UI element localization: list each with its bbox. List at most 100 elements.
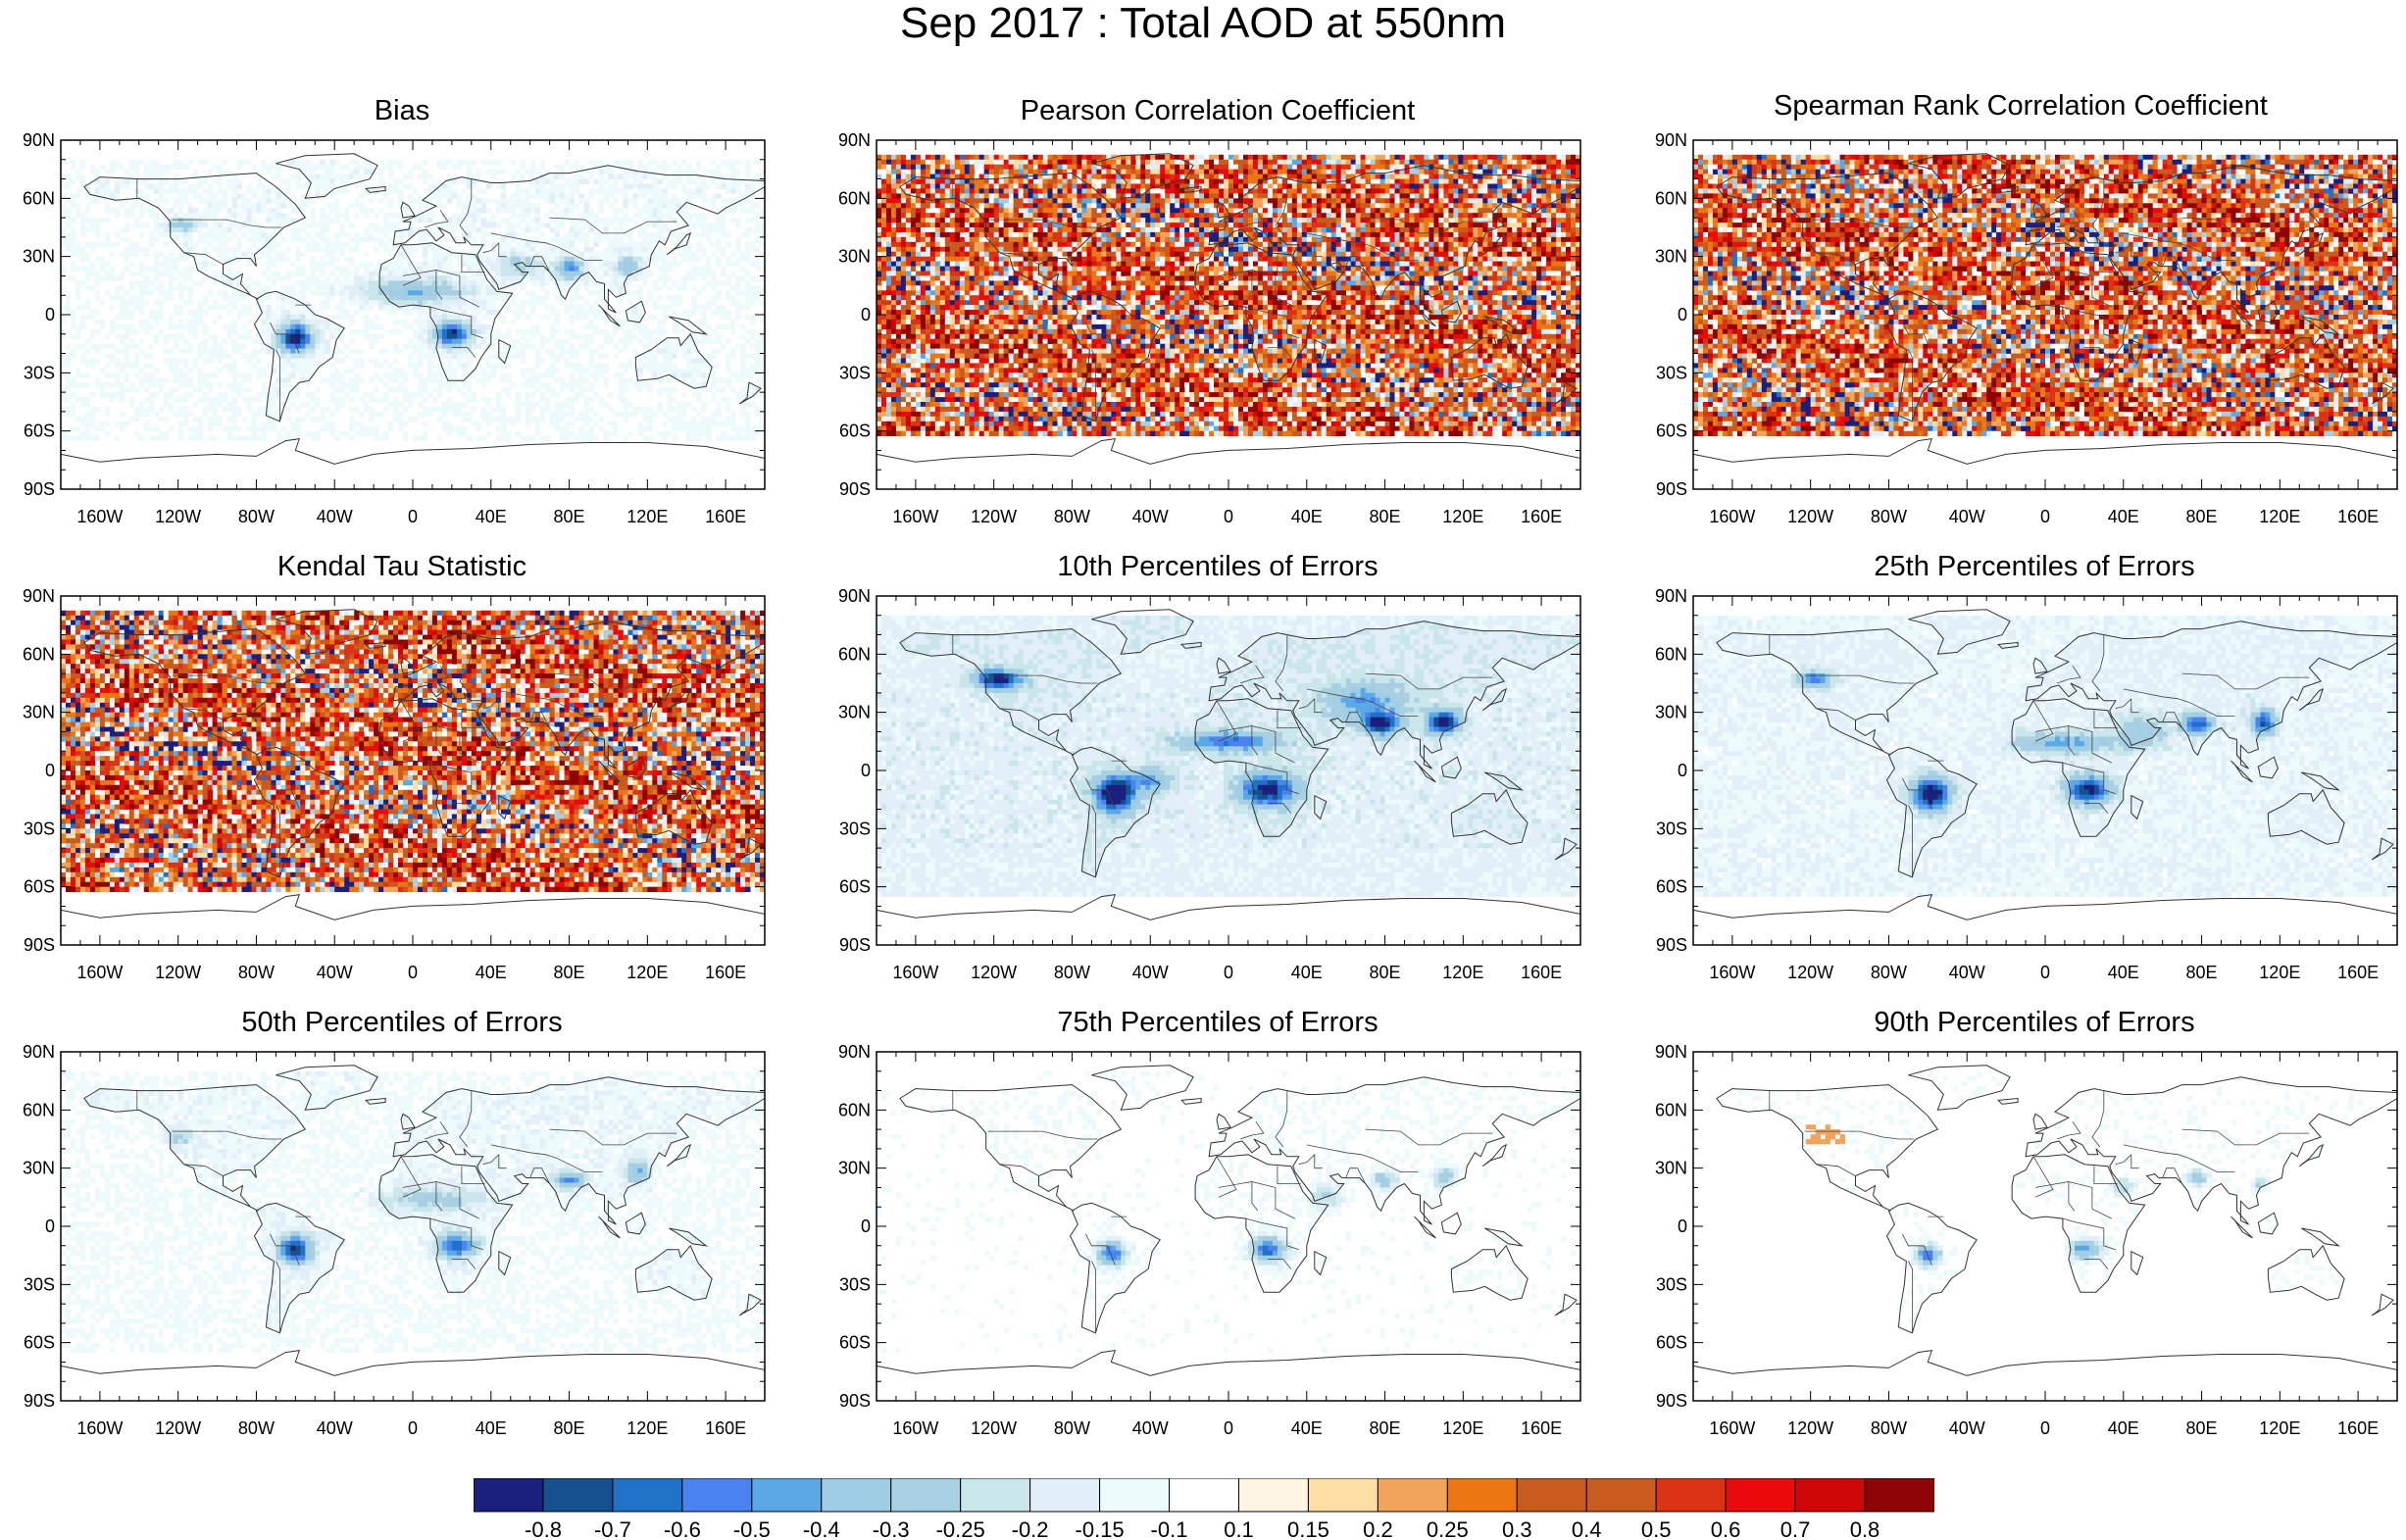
coastline-africa — [2011, 1154, 2146, 1293]
country-border — [2062, 306, 2116, 339]
country-border — [435, 1181, 479, 1219]
lat-tick-label: 90S — [839, 1391, 871, 1411]
colorbar-swatch — [1516, 1478, 1587, 1513]
lon-tick-label: 40W — [1949, 963, 1985, 982]
country-border — [2034, 270, 2076, 300]
country-border — [2130, 242, 2139, 258]
coastline-eurasia — [1208, 165, 1581, 314]
lon-tick-label: 80W — [1054, 507, 1090, 526]
map-plot: 90N 60N 30N 0 30S 60S 90S 160W 120W 80W 40W 0 40E 80E… — [838, 1042, 1581, 1438]
country-border — [1267, 347, 1292, 358]
country-border — [482, 1154, 500, 1166]
coastline-iceland — [364, 641, 386, 649]
lon-tick-label: 40W — [1132, 507, 1169, 526]
lat-tick-label: 30N — [1655, 1159, 1687, 1178]
country-border — [402, 1181, 443, 1212]
country-border — [451, 347, 476, 358]
lon-tick-label: 0 — [2040, 963, 2050, 982]
lon-tick-label: 160E — [1521, 1418, 1562, 1438]
lat-tick-label: 60S — [839, 1333, 871, 1353]
coastline-uk — [400, 1113, 416, 1130]
country-border — [1239, 209, 1265, 228]
coastline-greenland — [1908, 609, 2011, 655]
lon-tick-label: 40W — [1949, 507, 1985, 526]
coastline-greenland — [1908, 1065, 2011, 1111]
lat-tick-label: 90S — [839, 935, 871, 955]
coastline-iceland — [1996, 641, 2019, 649]
lon-tick-label: 40E — [2108, 507, 2139, 526]
country-border — [549, 672, 677, 690]
lat-tick-label: 60N — [23, 1100, 55, 1119]
country-border — [1298, 242, 1316, 254]
map-plot: 90N 60N 30N 0 30S 60S 90S 160W 120W 80W 40W 0 40E 80E… — [1655, 130, 2398, 526]
coastline-uk — [400, 657, 416, 674]
country-border — [2093, 1166, 2118, 1184]
colorbar-label: 0.7 — [1780, 1517, 1811, 1540]
panel-title: 50th Percentiles of Errors — [0, 1005, 804, 1040]
country-border — [2091, 178, 2105, 236]
country-border — [1365, 217, 1493, 234]
lon-tick-label: 40W — [1132, 963, 1169, 982]
axis-ticks — [876, 139, 1581, 490]
lat-tick-label: 30N — [838, 247, 871, 267]
country-border — [1373, 1158, 1419, 1173]
map-plot: 90N 60N 30N 0 30S 60S 90S 160W 120W 80W 40W 0 40E 80E… — [838, 586, 1581, 982]
country-border — [1085, 777, 1116, 810]
lon-tick-label: 0 — [1224, 963, 1233, 982]
coastline-australia — [634, 788, 713, 845]
coastline-japan — [666, 231, 692, 256]
country-border — [2181, 217, 2310, 234]
lat-tick-label: 90S — [24, 479, 55, 499]
lon-tick-label: 80W — [1871, 1418, 1907, 1438]
coastline-nz — [1554, 1293, 1578, 1316]
lon-tick-label: 40E — [1291, 1418, 1323, 1438]
country-border — [529, 256, 550, 273]
lon-tick-label: 160E — [2337, 963, 2379, 982]
colorbar-swatch — [1585, 1478, 1657, 1513]
lon-tick-label: 160E — [705, 963, 746, 982]
main-title: Sep 2017 : Total AOD at 550nm — [0, 0, 2406, 49]
country-border — [1373, 702, 1419, 718]
coastline-nz — [738, 837, 762, 861]
country-border — [429, 1217, 483, 1251]
country-border — [498, 1154, 507, 1169]
map-plot: 90N 60N 30N 0 30S 60S 90S 160W 120W 80W 40W 0 40E 80E… — [23, 586, 766, 982]
coastline-borneo — [1440, 1212, 1462, 1235]
lon-tick-label: 160W — [1709, 1418, 1755, 1438]
country-border — [2130, 1154, 2139, 1169]
lat-tick-label: 60N — [1655, 644, 1687, 664]
lat-tick-label: 0 — [861, 761, 871, 780]
panel-title: 75th Percentiles of Errors — [816, 1005, 1620, 1040]
country-border — [557, 1158, 603, 1173]
lon-tick-label: 160E — [1521, 963, 1562, 982]
lon-tick-label: 40W — [317, 963, 353, 982]
coastlines — [60, 609, 766, 946]
country-border — [1306, 1144, 1374, 1160]
coastline-borneo — [2257, 756, 2279, 779]
lon-tick-label: 160W — [1709, 963, 1755, 982]
country-border — [1251, 1181, 1295, 1219]
lat-tick-label: 60S — [1656, 422, 1687, 441]
coastline-nz — [738, 381, 762, 405]
country-border — [435, 725, 479, 764]
lon-tick-label: 80E — [1370, 507, 1401, 526]
coastline-madagascar — [1314, 1250, 1328, 1276]
country-border — [270, 777, 300, 810]
country-border — [1275, 1090, 1288, 1148]
country-border — [1085, 322, 1116, 354]
country-border — [276, 349, 280, 422]
lat-tick-label: 0 — [861, 305, 871, 324]
country-border — [2162, 1167, 2182, 1184]
colorbar-label: 0.25 — [1427, 1517, 1469, 1540]
country-border — [2091, 634, 2105, 692]
lat-tick-label: 0 — [861, 1217, 871, 1236]
lon-tick-label: 120E — [1442, 1418, 1483, 1438]
coastline-namerica — [1716, 1084, 1939, 1212]
data-cells — [61, 1070, 766, 1353]
country-border — [987, 1130, 1098, 1140]
lon-tick-label: 120E — [627, 963, 668, 982]
coastline-iceland — [364, 1097, 386, 1105]
lat-tick-label: 90N — [23, 1042, 55, 1062]
lon-tick-label: 120E — [1442, 963, 1483, 982]
colorbar-swatch — [960, 1478, 1031, 1513]
